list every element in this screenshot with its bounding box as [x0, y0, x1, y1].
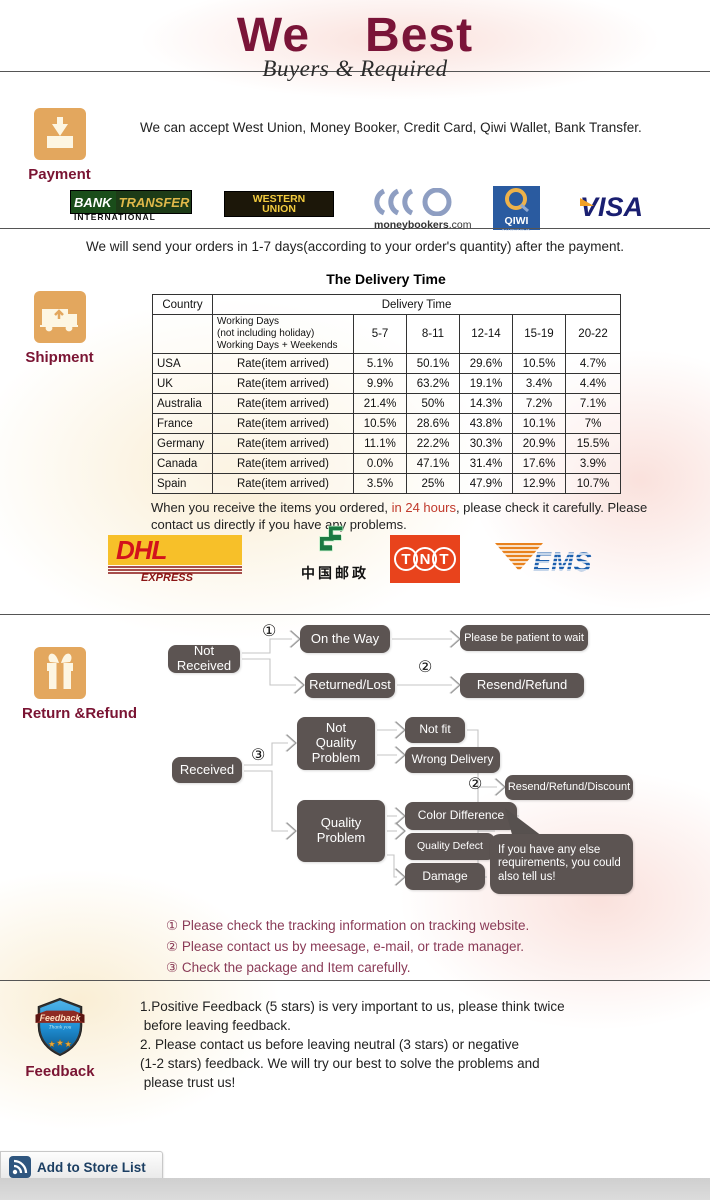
svg-text:VISA: VISA — [580, 192, 643, 222]
svg-text:EXPRESS: EXPRESS — [141, 572, 194, 581]
svg-text:DHL: DHL — [116, 535, 167, 565]
svg-text:T: T — [401, 551, 410, 568]
svg-text:T: T — [439, 551, 448, 568]
svg-text:Thank you: Thank you — [49, 1024, 72, 1030]
svg-text:N: N — [420, 551, 431, 568]
svg-text:Feedback: Feedback — [40, 1013, 82, 1023]
